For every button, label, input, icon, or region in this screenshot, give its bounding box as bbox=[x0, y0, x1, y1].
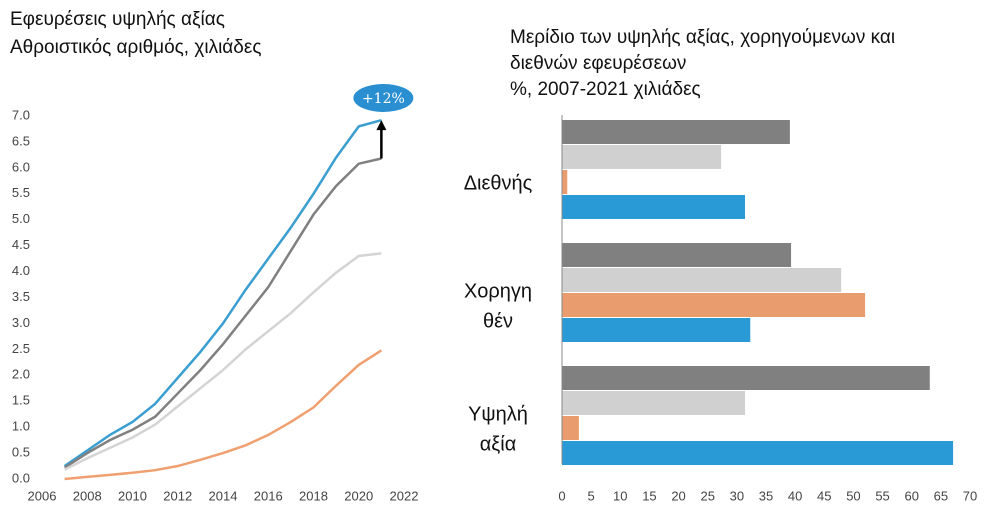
line-series bbox=[64, 252, 382, 471]
bar bbox=[562, 318, 751, 342]
x-tick-label: 60 bbox=[904, 488, 918, 503]
line-series bbox=[63, 157, 382, 469]
y-tick-label: 4.0 bbox=[12, 263, 30, 278]
x-tick-label: 65 bbox=[934, 488, 948, 503]
category-label: Υψηλή bbox=[468, 403, 528, 425]
y-tick-label: 5.5 bbox=[12, 185, 30, 200]
bar bbox=[562, 441, 954, 465]
x-tick-label: 50 bbox=[846, 488, 860, 503]
annotation-badge bbox=[353, 84, 414, 112]
line-series bbox=[63, 118, 382, 468]
chart-title: διεθνών εφευρέσεων bbox=[510, 53, 686, 74]
y-tick-label: 0.0 bbox=[12, 470, 30, 485]
x-tick-label: 2010 bbox=[118, 488, 147, 503]
y-tick-label: 1.5 bbox=[12, 393, 30, 408]
category-label: Χορηγη bbox=[464, 280, 532, 302]
bar bbox=[562, 293, 866, 317]
x-tick-label: 5 bbox=[588, 488, 595, 503]
y-tick-label: 3.0 bbox=[12, 315, 30, 330]
x-tick-label: 30 bbox=[730, 488, 744, 503]
line-series bbox=[64, 349, 383, 481]
y-tick-label: 6.5 bbox=[12, 133, 30, 148]
category-label: αξία bbox=[480, 433, 517, 455]
x-tick-label: 2006 bbox=[28, 488, 57, 503]
x-tick-label: 2022 bbox=[390, 488, 419, 503]
y-tick-label: 4.5 bbox=[12, 237, 30, 252]
bar bbox=[562, 416, 579, 440]
x-tick-label: 45 bbox=[817, 488, 831, 503]
y-tick-label: 3.5 bbox=[12, 289, 30, 304]
annotation-text: +12% bbox=[362, 91, 405, 107]
chart-title: Μερίδιο των υψηλής αξίας, χορηγούμενων κ… bbox=[510, 27, 895, 48]
y-tick-label: 6.0 bbox=[12, 159, 30, 174]
chart-subtitle: %, 2007-2021 χιλιάδες bbox=[510, 79, 701, 100]
bar bbox=[562, 170, 568, 194]
x-tick-label: 0 bbox=[558, 488, 565, 503]
x-tick-label: 2018 bbox=[299, 488, 328, 503]
category-label: θέν bbox=[483, 310, 513, 332]
x-tick-label: 35 bbox=[759, 488, 773, 503]
x-tick-label: 2008 bbox=[73, 488, 102, 503]
x-tick-label: 70 bbox=[963, 488, 977, 503]
bar bbox=[562, 145, 722, 169]
bar bbox=[562, 366, 930, 390]
bar bbox=[562, 268, 842, 292]
y-tick-label: 0.5 bbox=[12, 445, 30, 460]
chart-title: Εφευρέσεις υψηλής αξίας bbox=[10, 9, 225, 30]
arrow-head bbox=[376, 120, 387, 131]
x-tick-label: 2016 bbox=[254, 488, 283, 503]
bar bbox=[562, 391, 746, 415]
x-tick-label: 2020 bbox=[344, 488, 373, 503]
y-tick-label: 5.0 bbox=[12, 211, 30, 226]
x-tick-label: 15 bbox=[642, 488, 656, 503]
y-tick-label: 2.5 bbox=[12, 341, 30, 356]
y-tick-label: 1.0 bbox=[12, 419, 30, 434]
bar bbox=[562, 120, 790, 144]
x-tick-label: 20 bbox=[671, 488, 685, 503]
category-label: Διεθνής bbox=[464, 172, 533, 194]
x-tick-label: 2012 bbox=[163, 488, 192, 503]
x-tick-label: 25 bbox=[700, 488, 714, 503]
x-tick-label: 40 bbox=[788, 488, 802, 503]
chart-subtitle: Αθροιστικός αριθμός, χιλιάδες bbox=[10, 37, 261, 58]
x-tick-label: 2014 bbox=[209, 488, 238, 503]
bar bbox=[562, 243, 792, 267]
y-tick-label: 2.0 bbox=[12, 367, 30, 382]
x-tick-label: 10 bbox=[613, 488, 627, 503]
y-tick-label: 7.0 bbox=[12, 107, 30, 122]
bar bbox=[562, 195, 746, 219]
x-tick-label: 55 bbox=[875, 488, 889, 503]
